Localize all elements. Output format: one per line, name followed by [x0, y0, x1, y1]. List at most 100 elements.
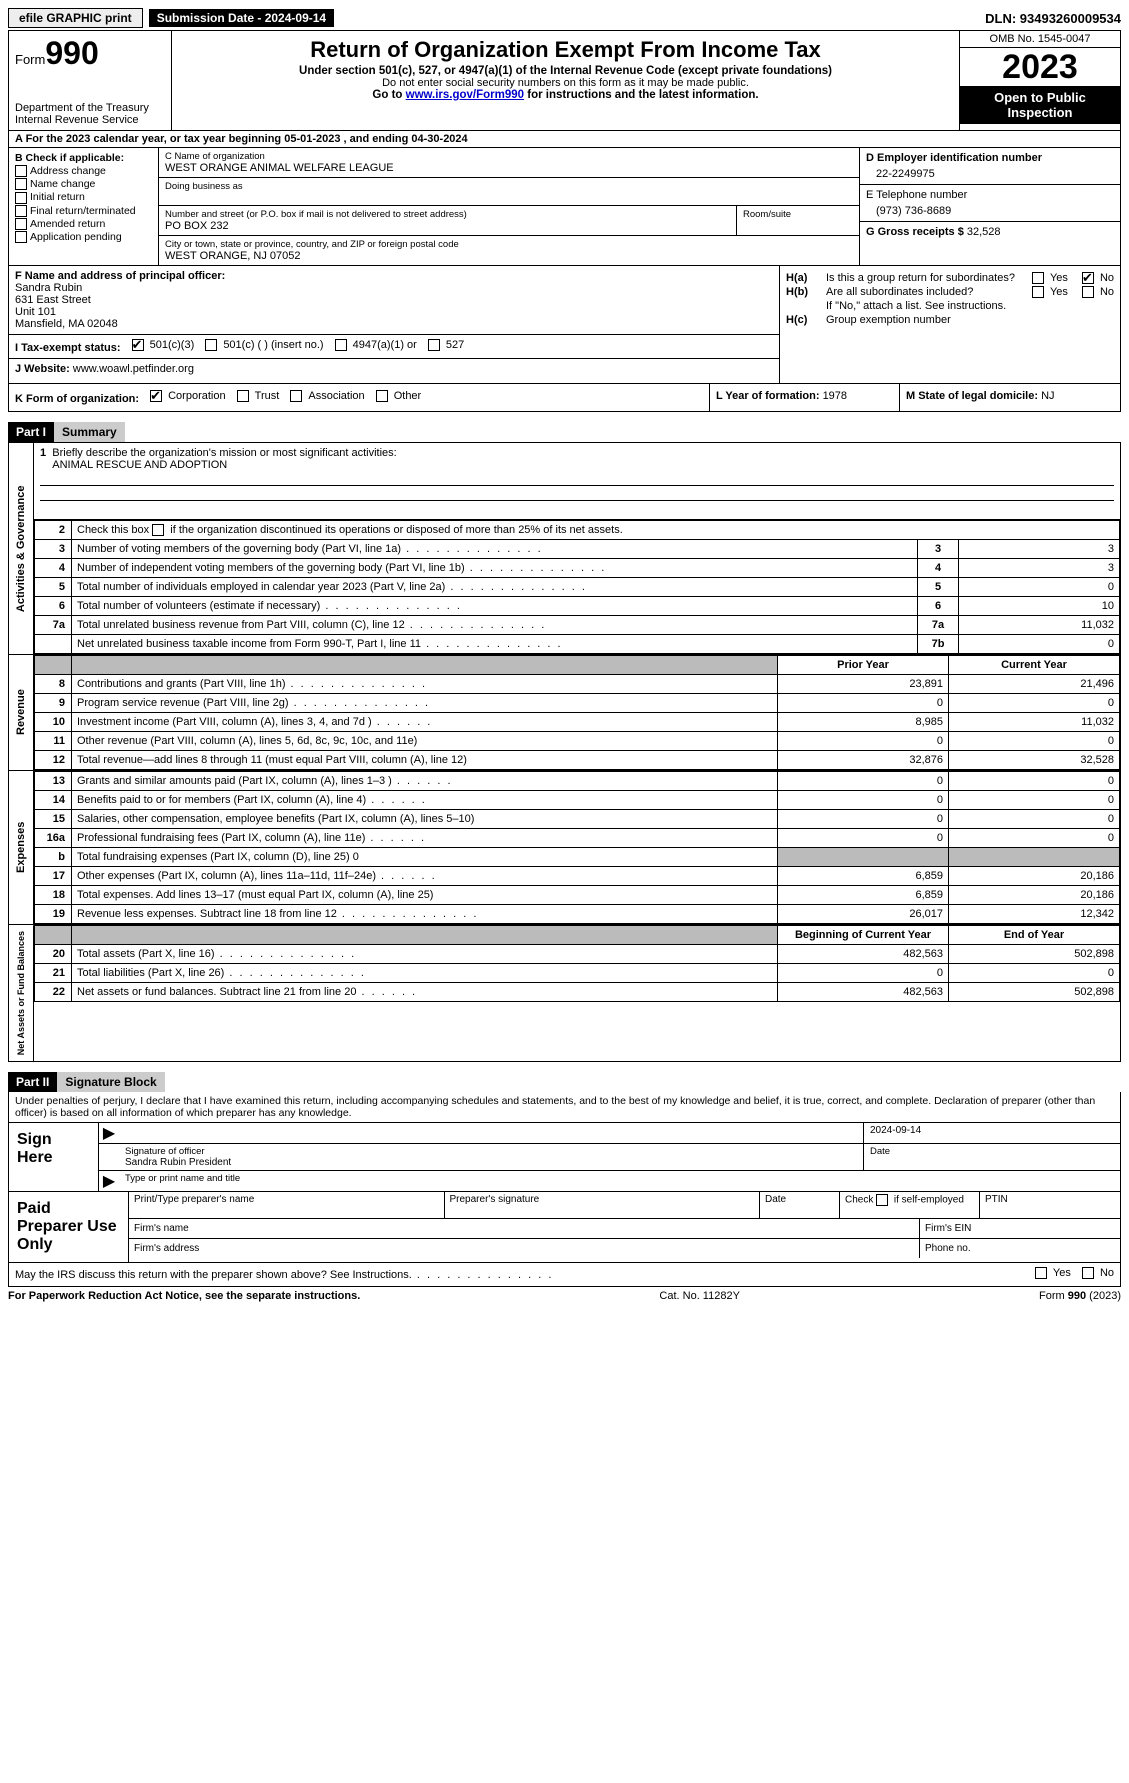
self-employed-checkbox[interactable] — [876, 1194, 888, 1206]
hb-yes-label: Yes — [1050, 286, 1068, 298]
check-501c[interactable] — [205, 339, 217, 351]
gross-value: 32,528 — [967, 226, 1001, 238]
label-other: Other — [394, 390, 422, 402]
hb-no[interactable] — [1082, 286, 1094, 298]
val-7a: 11,032 — [959, 616, 1120, 635]
exp-15-prior: 0 — [778, 810, 949, 829]
check-501c3[interactable] — [132, 339, 144, 351]
part-i-header: Part I — [8, 422, 54, 442]
declaration-text: Under penalties of perjury, I declare th… — [9, 1092, 1120, 1123]
arrow-icon-2: ▶ — [99, 1171, 119, 1191]
hc-text: Group exemption number — [826, 314, 951, 326]
check-name-change[interactable] — [15, 178, 27, 190]
irs-link[interactable]: www.irs.gov/Form990 — [406, 89, 524, 101]
label-address-change: Address change — [30, 165, 106, 177]
label-trust: Trust — [255, 390, 280, 402]
discuss-yes[interactable] — [1035, 1267, 1047, 1279]
line4: Number of independent voting members of … — [72, 559, 918, 578]
discuss-row: May the IRS discuss this return with the… — [8, 1263, 1121, 1287]
submission-date: Submission Date - 2024-09-14 — [149, 9, 334, 27]
discuss-text: May the IRS discuss this return with the… — [15, 1269, 553, 1281]
sig-officer-label: Signature of officer — [125, 1146, 205, 1157]
check-address-change[interactable] — [15, 165, 27, 177]
goto-prefix: Go to — [372, 89, 405, 101]
check-527[interactable] — [428, 339, 440, 351]
check-final-return[interactable] — [15, 205, 27, 217]
rev-10-prior: 8,985 — [778, 713, 949, 732]
e-tel-label: E Telephone number — [866, 189, 1114, 201]
goto-suffix: for instructions and the latest informat… — [524, 89, 759, 101]
firm-addr-label: Firm's address — [129, 1239, 920, 1258]
check-initial-return[interactable] — [15, 192, 27, 204]
tel-value: (973) 736-8689 — [866, 205, 1114, 217]
label-final-return: Final return/terminated — [30, 205, 136, 217]
row-a-begin: 05-01-2023 — [284, 133, 340, 145]
i-label: I Tax-exempt status: — [15, 342, 121, 354]
officer-addr1: 631 East Street — [15, 294, 773, 306]
line20: Total assets (Part X, line 16) — [72, 945, 778, 964]
exp-16a-prior: 0 — [778, 829, 949, 848]
row-a-end: 04-30-2024 — [411, 133, 467, 145]
check-discontinued[interactable] — [152, 524, 164, 536]
expenses-section: Expenses 13Grants and similar amounts pa… — [8, 771, 1121, 925]
firm-name-label: Firm's name — [129, 1219, 920, 1239]
j-label: J Website: — [15, 363, 73, 375]
omb-number: OMB No. 1545-0047 — [960, 31, 1120, 48]
val-4: 3 — [959, 559, 1120, 578]
officer-addr2: Unit 101 — [15, 306, 773, 318]
open-public-badge: Open to Public Inspection — [960, 86, 1120, 124]
rev-9-prior: 0 — [778, 694, 949, 713]
label-association: Association — [308, 390, 364, 402]
ssn-note: Do not enter social security numbers on … — [178, 77, 953, 89]
line17: Other expenses (Part IX, column (A), lin… — [72, 867, 778, 886]
efile-print-button[interactable]: efile GRAPHIC print — [8, 8, 143, 28]
prep-date-label: Date — [760, 1192, 840, 1219]
footer-mid: Cat. No. 11282Y — [659, 1290, 740, 1302]
tab-revenue: Revenue — [9, 655, 34, 770]
line10: Investment income (Part VIII, column (A)… — [72, 713, 778, 732]
line18: Total expenses. Add lines 13–17 (must eq… — [72, 886, 778, 905]
part-i-body: Activities & Governance 1 Briefly descri… — [8, 442, 1121, 655]
line1-label: Briefly describe the organization's miss… — [52, 447, 396, 459]
label-initial-return: Initial return — [30, 191, 85, 203]
discuss-no[interactable] — [1082, 1267, 1094, 1279]
footer-right: Form 990 (2023) — [1039, 1290, 1121, 1302]
part-ii-title: Signature Block — [57, 1072, 164, 1092]
dba-label: Doing business as — [165, 181, 853, 192]
row-a-prefix: A For the 2023 calendar year, or tax yea… — [15, 133, 284, 145]
line7a: Total unrelated business revenue from Pa… — [72, 616, 918, 635]
website-value: www.woawl.petfinder.org — [73, 363, 194, 375]
end-year-header: End of Year — [949, 926, 1120, 945]
ha-no[interactable] — [1082, 272, 1094, 284]
officer-name-title: Sandra Rubin President — [125, 1157, 231, 1168]
dln-number: DLN: 93493260009534 — [985, 11, 1121, 26]
check-application-pending[interactable] — [15, 231, 27, 243]
exp-19-prior: 26,017 — [778, 905, 949, 924]
footer-left: For Paperwork Reduction Act Notice, see … — [8, 1290, 360, 1302]
check-trust[interactable] — [237, 390, 249, 402]
line16b: Total fundraising expenses (Part IX, col… — [72, 848, 778, 867]
label-corporation: Corporation — [168, 390, 225, 402]
mission-text: ANIMAL RESCUE AND ADOPTION — [52, 459, 227, 471]
ha-yes[interactable] — [1032, 272, 1044, 284]
exp-13-curr: 0 — [949, 772, 1120, 791]
date-label: Date — [870, 1146, 890, 1157]
part-i-title: Summary — [54, 422, 125, 442]
room-label: Room/suite — [737, 206, 859, 235]
hb-yes[interactable] — [1032, 286, 1044, 298]
check-corporation[interactable] — [150, 390, 162, 402]
check-4947[interactable] — [335, 339, 347, 351]
check-association[interactable] — [290, 390, 302, 402]
street-value: PO BOX 232 — [165, 220, 730, 232]
label-application-pending: Application pending — [30, 231, 122, 243]
discuss-yes-label: Yes — [1053, 1267, 1071, 1279]
check-other[interactable] — [376, 390, 388, 402]
prep-name-label: Print/Type preparer's name — [129, 1192, 445, 1219]
line2: Check this box if the organization disco… — [77, 524, 623, 536]
exp-19-curr: 12,342 — [949, 905, 1120, 924]
line22: Net assets or fund balances. Subtract li… — [72, 983, 778, 1002]
l-label: L Year of formation: — [716, 390, 823, 402]
line3: Number of voting members of the governin… — [72, 540, 918, 559]
sign-here-label: Sign Here — [9, 1123, 99, 1191]
check-amended-return[interactable] — [15, 218, 27, 230]
